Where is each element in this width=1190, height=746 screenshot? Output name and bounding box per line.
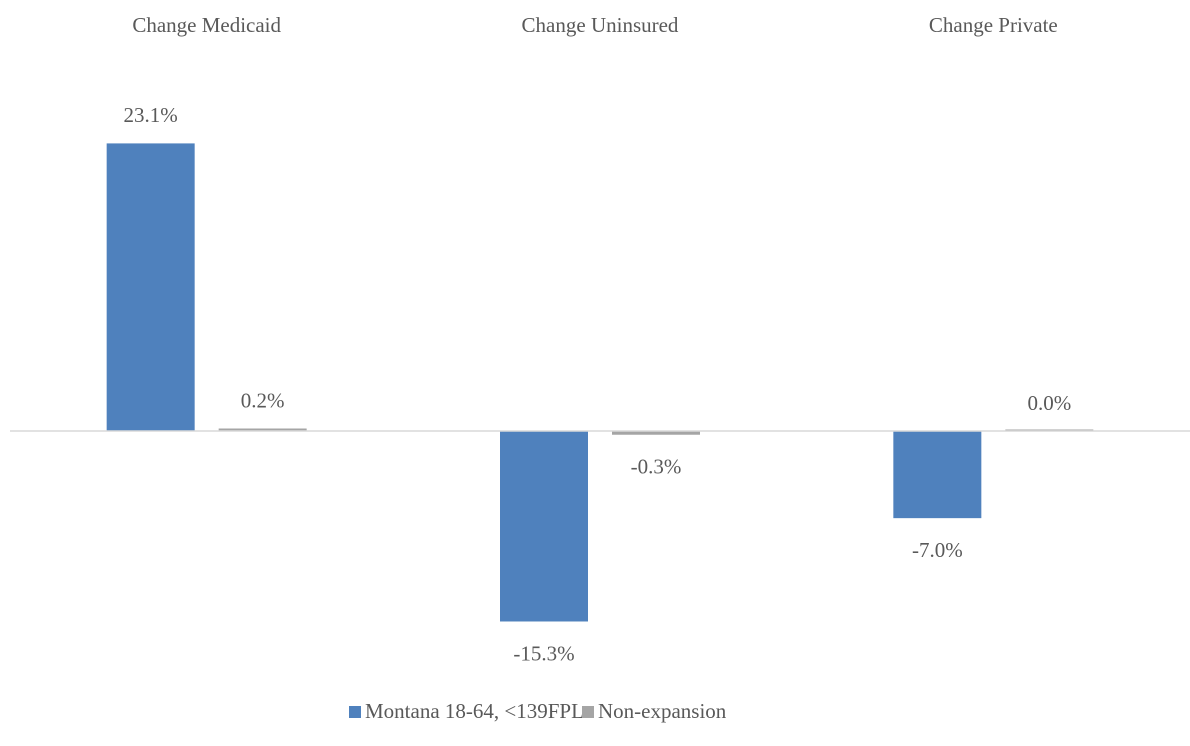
bar xyxy=(106,143,195,431)
data-label: -15.3% xyxy=(513,641,574,665)
legend-label: Montana 18-64, <139FPL xyxy=(365,699,584,723)
legend-swatch xyxy=(582,706,594,718)
legend-swatch xyxy=(349,706,361,718)
category-label: Change Uninsured xyxy=(522,13,679,37)
legend-label: Non-expansion xyxy=(598,699,727,723)
category-label: Change Medicaid xyxy=(132,13,281,37)
bar xyxy=(500,431,588,622)
data-label: -0.3% xyxy=(631,455,682,479)
category-label: Change Private xyxy=(929,13,1058,37)
data-label: 0.2% xyxy=(241,388,285,412)
bar xyxy=(612,431,700,435)
bar xyxy=(218,428,307,431)
data-label: 23.1% xyxy=(124,103,178,127)
data-label: -7.0% xyxy=(912,538,963,562)
data-label: 0.0% xyxy=(1027,391,1071,415)
bar xyxy=(893,431,982,519)
